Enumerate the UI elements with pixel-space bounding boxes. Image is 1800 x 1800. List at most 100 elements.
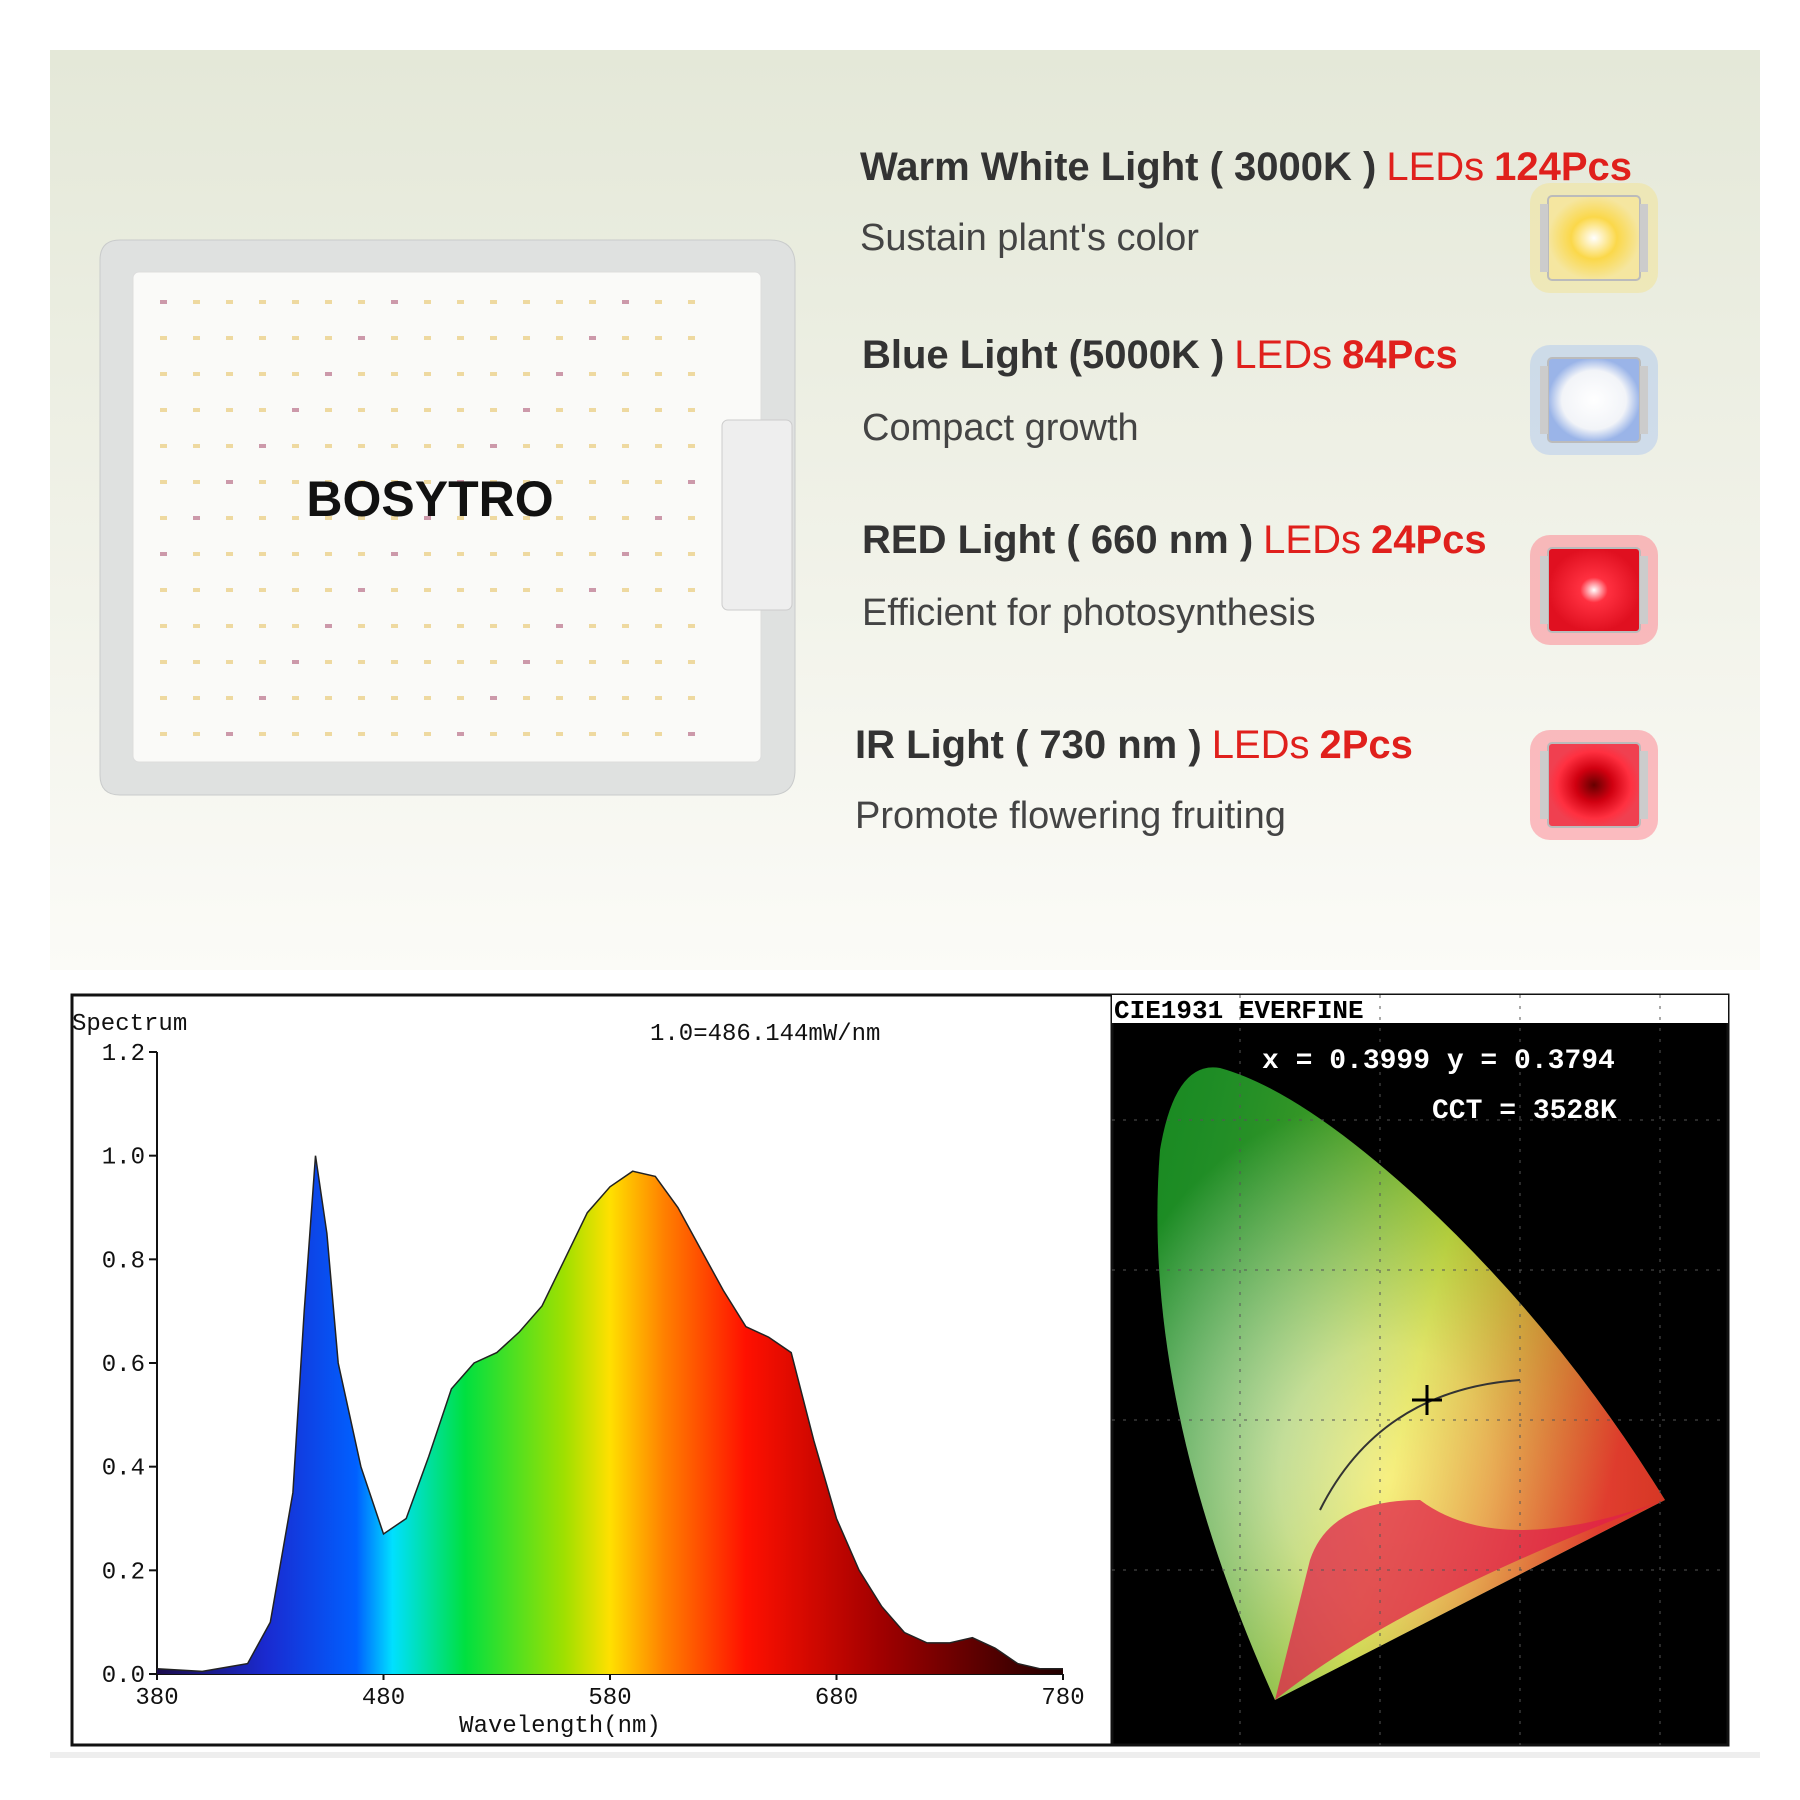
board-led — [160, 408, 167, 412]
board-led — [193, 372, 200, 376]
board-led — [688, 444, 695, 448]
board-led — [490, 552, 497, 556]
y-tick-label: 0.4 — [102, 1456, 145, 1483]
board-led — [226, 552, 233, 556]
board-led — [325, 444, 332, 448]
board-led — [589, 588, 596, 592]
board-led — [391, 696, 398, 700]
x-tick-label: 680 — [815, 1685, 858, 1712]
board-led — [424, 408, 431, 412]
board-led — [556, 408, 563, 412]
board-led — [226, 624, 233, 628]
board-led — [622, 696, 629, 700]
board-led — [490, 732, 497, 736]
board-led — [259, 408, 266, 412]
board-led — [259, 660, 266, 664]
board-led — [457, 624, 464, 628]
board-led — [457, 696, 464, 700]
board-led — [655, 480, 662, 484]
board-led — [358, 588, 365, 592]
feature-leds: LEDs — [1212, 723, 1310, 767]
board-led — [523, 588, 530, 592]
feature-title: Blue Light (5000K ) LEDs 84Pcs — [862, 333, 1458, 377]
board-led — [292, 372, 299, 376]
board-led — [523, 372, 530, 376]
board-led — [259, 516, 266, 520]
board-led — [523, 732, 530, 736]
board-led — [523, 696, 530, 700]
board-led — [622, 624, 629, 628]
board-led — [523, 660, 530, 664]
board-led — [490, 336, 497, 340]
board-led — [622, 300, 629, 304]
board-led — [259, 444, 266, 448]
feature-title: RED Light ( 660 nm ) LEDs 24Pcs — [862, 518, 1487, 562]
board-led — [490, 444, 497, 448]
board-led — [292, 696, 299, 700]
board-led — [259, 696, 266, 700]
board-led — [490, 588, 497, 592]
led-pad — [1640, 366, 1648, 434]
board-led — [391, 624, 398, 628]
board-led — [391, 480, 398, 484]
board-led — [556, 336, 563, 340]
board-led — [490, 408, 497, 412]
board-led — [325, 408, 332, 412]
board-led — [490, 660, 497, 664]
led-pad — [1540, 366, 1548, 434]
board-led — [523, 300, 530, 304]
board-led — [226, 660, 233, 664]
board-led — [424, 336, 431, 340]
feature-description: Compact growth — [862, 407, 1139, 449]
board-led — [160, 552, 167, 556]
board-led — [688, 480, 695, 484]
led-icon — [1547, 357, 1641, 443]
board-led — [325, 588, 332, 592]
board-led — [589, 696, 596, 700]
board-led — [589, 732, 596, 736]
board-led — [193, 588, 200, 592]
board-led — [688, 696, 695, 700]
board-led — [556, 624, 563, 628]
board-led — [523, 408, 530, 412]
board-led — [457, 516, 464, 520]
board-led — [325, 516, 332, 520]
led-pad — [1540, 556, 1548, 624]
x-tick-label: 480 — [362, 1685, 405, 1712]
board-led — [226, 588, 233, 592]
y-tick-label: 1.0 — [102, 1145, 145, 1172]
board-led — [358, 660, 365, 664]
board-led — [424, 732, 431, 736]
board-led — [358, 624, 365, 628]
board-led — [424, 444, 431, 448]
board-led — [424, 552, 431, 556]
led-icon — [1547, 742, 1641, 828]
board-led — [589, 624, 596, 628]
board-led — [358, 372, 365, 376]
spectrum-line — [156, 1155, 1063, 1673]
board-led — [325, 624, 332, 628]
board-led — [325, 480, 332, 484]
board-led — [490, 480, 497, 484]
cie-title: CIE1931 EVERFINE — [1114, 996, 1364, 1026]
board-led — [193, 516, 200, 520]
board-led — [160, 588, 167, 592]
board-led — [292, 732, 299, 736]
board-led — [226, 408, 233, 412]
board-led — [259, 732, 266, 736]
board-led — [325, 300, 332, 304]
board-led — [259, 552, 266, 556]
board-led — [292, 480, 299, 484]
led-pad — [1540, 751, 1548, 819]
bottom-strip — [50, 1752, 1760, 1758]
board-led — [193, 660, 200, 664]
board-led — [193, 444, 200, 448]
board-led — [688, 552, 695, 556]
cie-coordinates: x = 0.3999 y = 0.3794 — [1262, 1046, 1615, 1077]
board-led — [391, 588, 398, 592]
board-led — [490, 696, 497, 700]
feature-leds: LEDs — [1386, 145, 1484, 189]
led-icon — [1547, 547, 1641, 633]
feature-count: 2Pcs — [1320, 723, 1413, 767]
